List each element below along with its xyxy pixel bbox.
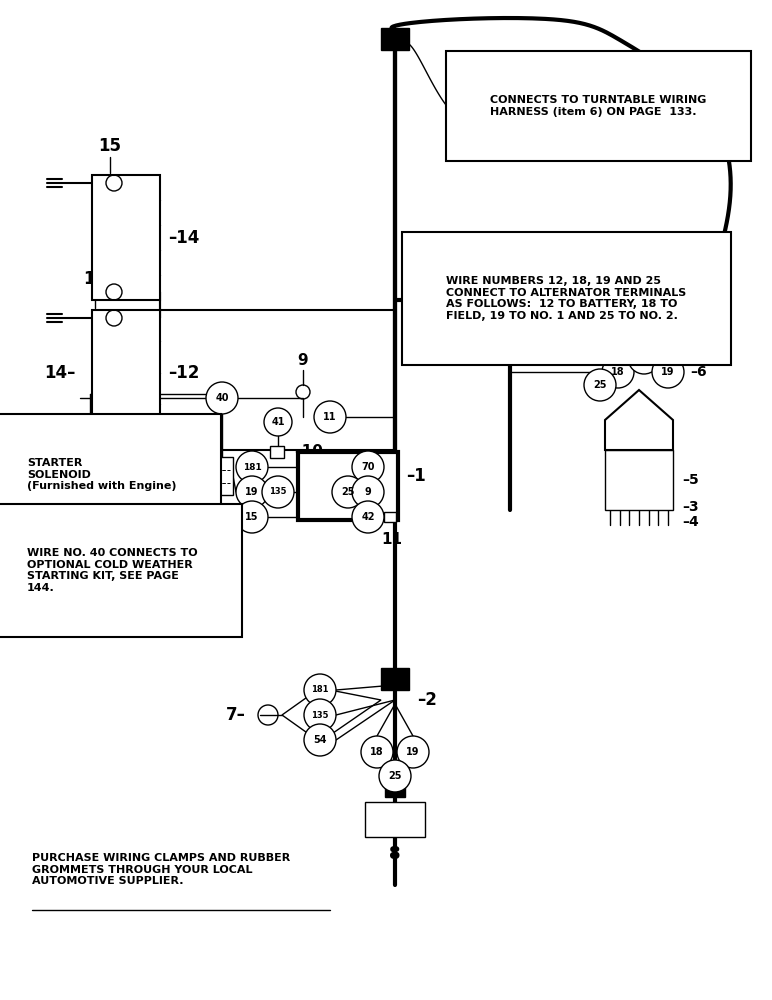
Text: –2: –2: [417, 691, 437, 709]
Text: 12: 12: [637, 353, 651, 363]
Bar: [298, 452, 398, 520]
Text: 15: 15: [83, 270, 107, 288]
Circle shape: [352, 451, 384, 483]
Text: +: +: [102, 279, 113, 292]
Text: 18: 18: [611, 367, 625, 377]
Circle shape: [628, 342, 660, 374]
Bar: [365, 802, 425, 837]
Text: 9: 9: [298, 353, 308, 368]
Bar: [605, 450, 673, 510]
Text: WIRE NUMBERS 12, 18, 19 AND 25
CONNECT TO ALTERNATOR TERMINALS
AS FOLLOWS:  12 T: WIRE NUMBERS 12, 18, 19 AND 25 CONNECT T…: [446, 276, 686, 321]
Circle shape: [379, 760, 411, 792]
Bar: [92, 310, 160, 435]
Circle shape: [206, 382, 238, 414]
Bar: [384, 512, 396, 522]
Text: 54: 54: [313, 735, 327, 745]
Text: –: –: [102, 183, 108, 196]
Circle shape: [332, 476, 364, 508]
Circle shape: [236, 476, 268, 508]
Circle shape: [304, 724, 336, 756]
Text: –3: –3: [682, 500, 699, 514]
Text: –4: –4: [682, 515, 699, 529]
Text: 70: 70: [361, 462, 374, 472]
Bar: [381, 668, 409, 690]
Bar: [381, 28, 409, 50]
Circle shape: [304, 699, 336, 731]
Text: WIRE NO. 40 CONNECTS TO
OPTIONAL COLD WEATHER
STARTING KIT, SEE PAGE
144.: WIRE NO. 40 CONNECTS TO OPTIONAL COLD WE…: [27, 548, 198, 593]
Text: 9: 9: [364, 487, 371, 497]
Circle shape: [602, 356, 634, 388]
Text: 15: 15: [99, 137, 121, 155]
Circle shape: [652, 356, 684, 388]
Bar: [92, 175, 160, 300]
Bar: [270, 446, 284, 458]
Text: 14–: 14–: [45, 364, 76, 382]
Text: 11: 11: [381, 532, 402, 547]
Text: –: –: [102, 318, 108, 331]
Circle shape: [352, 476, 384, 508]
Text: 135: 135: [311, 710, 329, 720]
Text: 135: 135: [269, 488, 286, 496]
Circle shape: [361, 736, 393, 768]
Text: 181: 181: [311, 686, 329, 694]
Text: 42: 42: [361, 512, 374, 522]
Circle shape: [304, 674, 336, 706]
Text: +: +: [102, 414, 113, 427]
Circle shape: [314, 401, 346, 433]
Text: 19: 19: [406, 747, 420, 757]
Circle shape: [584, 369, 616, 401]
Text: –6: –6: [690, 365, 706, 379]
Text: 13: 13: [35, 435, 58, 453]
Circle shape: [236, 501, 268, 533]
Text: –12: –12: [168, 364, 199, 382]
Circle shape: [352, 501, 384, 533]
Bar: [193, 457, 233, 495]
Text: 25: 25: [341, 487, 355, 497]
Text: 41: 41: [271, 417, 285, 427]
Text: 40: 40: [215, 393, 229, 403]
Text: 11: 11: [323, 412, 337, 422]
Text: 25: 25: [388, 771, 401, 781]
Circle shape: [262, 476, 294, 508]
Text: 15: 15: [245, 512, 259, 522]
Text: 19: 19: [662, 367, 675, 377]
Text: 25: 25: [593, 380, 607, 390]
Text: –5: –5: [682, 473, 699, 487]
Text: 18: 18: [371, 747, 384, 757]
Circle shape: [264, 408, 292, 436]
Text: 7–: 7–: [226, 706, 246, 724]
Text: PURCHASE WIRING CLAMPS AND RUBBER
GROMMETS THROUGH YOUR LOCAL
AUTOMOTIVE SUPPLIE: PURCHASE WIRING CLAMPS AND RUBBER GROMME…: [32, 853, 290, 886]
Text: CONNECTS TO TURNTABLE WIRING
HARNESS (item 6) ON PAGE  133.: CONNECTS TO TURNTABLE WIRING HARNESS (it…: [490, 95, 706, 117]
Text: STARTER
SOLENOID
(Furnished with Engine): STARTER SOLENOID (Furnished with Engine): [27, 458, 177, 491]
Text: –10: –10: [294, 444, 323, 460]
Text: 19: 19: [245, 487, 259, 497]
Circle shape: [397, 736, 429, 768]
Circle shape: [236, 451, 268, 483]
Text: 181: 181: [242, 462, 262, 472]
Text: 8: 8: [389, 845, 401, 863]
Text: –1: –1: [406, 467, 425, 485]
Text: –14: –14: [168, 229, 199, 247]
Bar: [385, 783, 405, 797]
